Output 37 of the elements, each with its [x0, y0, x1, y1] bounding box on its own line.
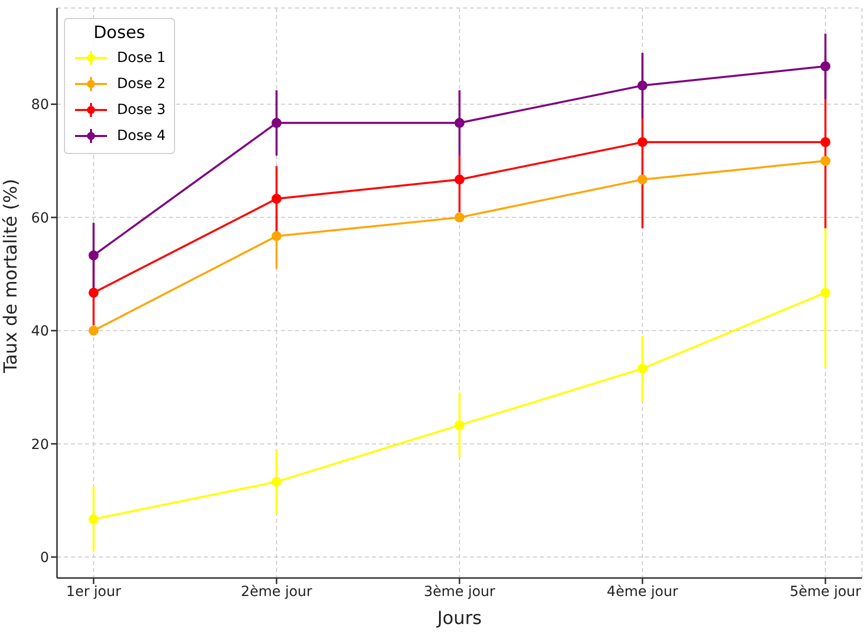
x-tick-label: 2ème jour [240, 584, 312, 600]
y-tick-label: 0 [40, 550, 49, 566]
legend-label: Dose 3 [117, 102, 166, 118]
legend-label: Dose 1 [117, 50, 166, 66]
y-tick-label: 80 [31, 97, 49, 114]
point [820, 156, 830, 166]
point [88, 250, 99, 260]
point [272, 194, 282, 204]
point [454, 118, 464, 128]
point [637, 174, 648, 185]
y-tick-label: 20 [31, 436, 49, 453]
legend-label: Dose 2 [117, 76, 166, 92]
point [88, 326, 99, 336]
point [454, 174, 464, 185]
y-axis-title: Taux de mortalité (%) [0, 178, 22, 374]
point [272, 118, 282, 128]
point [88, 288, 99, 298]
x-tick-label: 4ème jour [606, 584, 678, 600]
point [88, 514, 99, 524]
y-tick-label: 60 [31, 210, 49, 226]
x-tick-label: 3ème jour [424, 584, 496, 600]
y-tick-label: 40 [31, 324, 49, 340]
legend-title: Doses [92, 23, 146, 43]
point [820, 137, 830, 148]
point [272, 476, 282, 487]
x-tick-label: 5ème jour [790, 584, 862, 600]
point [454, 420, 464, 430]
point [272, 231, 282, 242]
point [820, 61, 830, 72]
legend-label: Dose 4 [117, 128, 166, 144]
point [454, 212, 464, 222]
point [637, 80, 648, 91]
x-axis-title: Jours [436, 608, 482, 629]
point [637, 364, 648, 374]
point [637, 137, 648, 148]
point [820, 288, 830, 298]
x-tick-label: 1er jour [66, 584, 122, 600]
